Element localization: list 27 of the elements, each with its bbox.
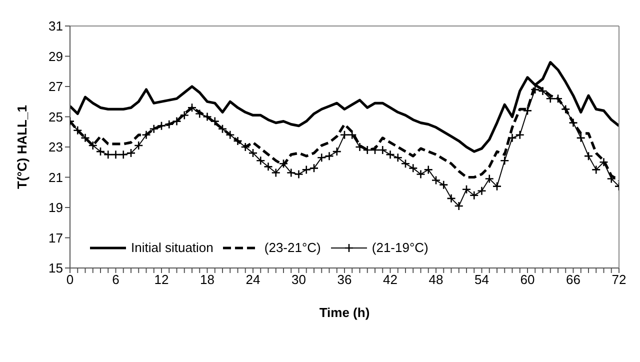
y-tick-label: 21 [48,170,63,185]
y-axis-title: T(°C) HALL_1 [14,105,30,189]
x-tick-label: 42 [383,272,398,288]
x-tick-label: 12 [154,272,169,288]
x-tick-label: 72 [612,272,626,288]
x-tick-label: 18 [200,272,214,288]
x-tick-label: 66 [566,272,580,288]
y-tick-label: 23 [48,140,63,155]
x-tick-label: 24 [246,272,260,288]
y-tick-label: 15 [48,260,63,276]
y-tick-label: 29 [48,48,63,64]
y-tick-label: 27 [48,79,63,94]
x-tick-label: 30 [292,272,306,288]
legend-label: Initial situation [131,240,214,255]
y-tick-label: 31 [48,18,63,34]
x-tick-label: 60 [520,272,535,288]
x-axis-title: Time (h) [319,305,370,320]
y-tick-label: 19 [48,200,63,216]
x-tick-label: 6 [112,272,120,288]
y-tick-label: 17 [48,230,63,246]
legend-label: (21-19°C) [372,240,428,255]
y-tick-label: 25 [48,109,63,124]
x-tick-label: 54 [474,272,489,288]
x-tick-label: 48 [428,272,444,288]
x-tick-label: 36 [337,272,352,288]
legend-label: (23-21°C) [264,240,321,255]
x-tick-label: 0 [66,272,74,288]
